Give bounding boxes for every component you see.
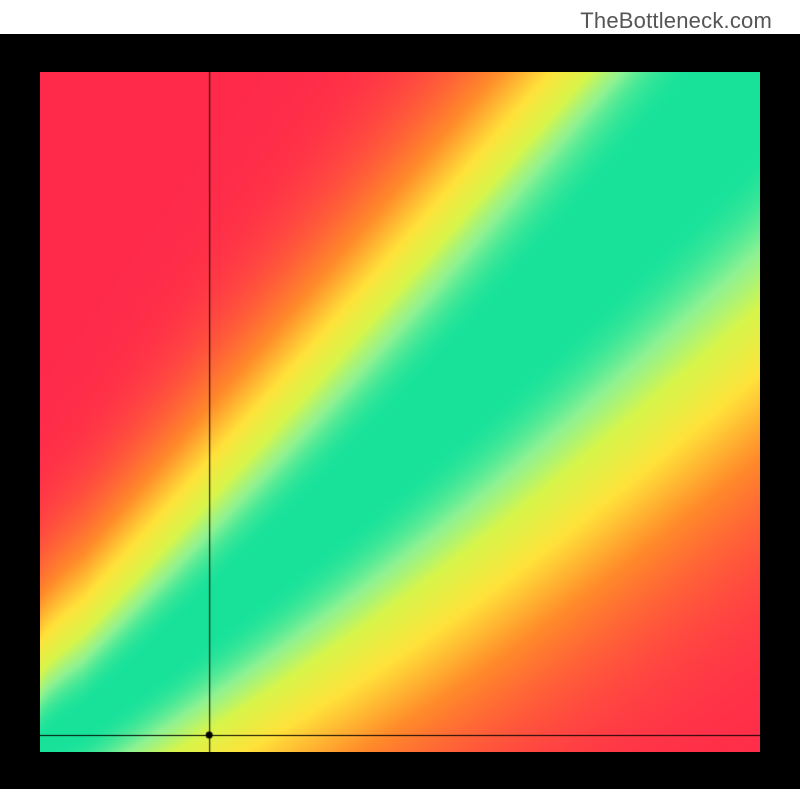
chart-frame (0, 34, 800, 789)
watermark-text: TheBottleneck.com (580, 8, 772, 34)
heatmap-canvas (40, 72, 760, 752)
root: TheBottleneck.com (0, 0, 800, 800)
